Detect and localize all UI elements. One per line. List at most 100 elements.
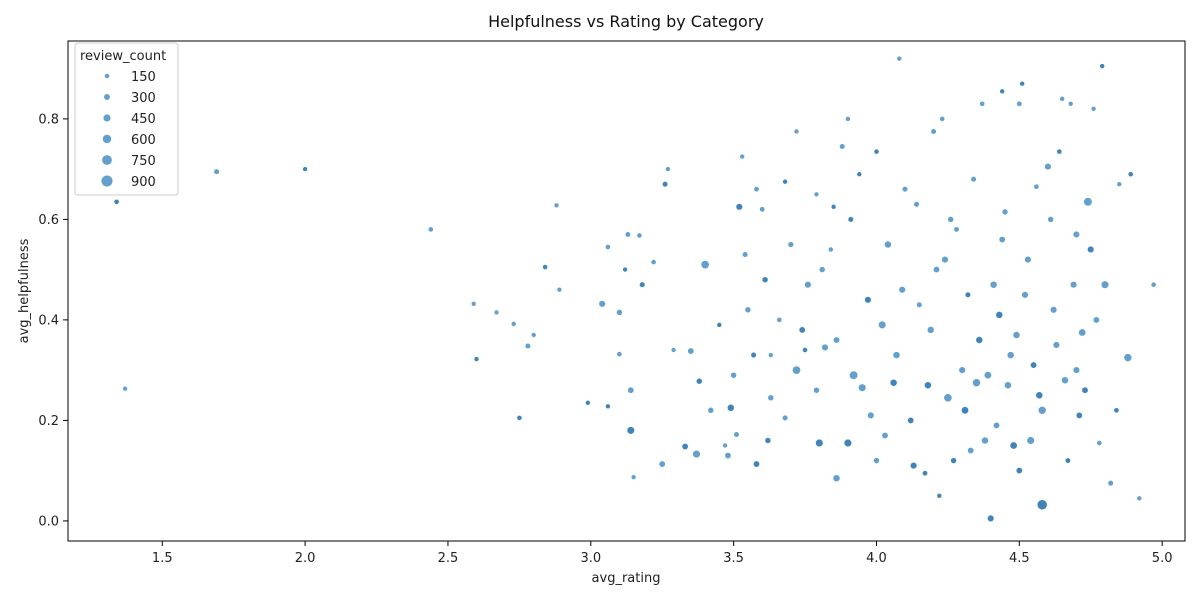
scatter-point	[792, 365, 801, 375]
scatter-point	[735, 203, 743, 211]
scatter-point	[624, 231, 631, 238]
scatter-point	[987, 514, 995, 523]
points-layer	[113, 55, 1157, 523]
scatter-point	[707, 406, 715, 414]
scatter-point	[967, 446, 975, 455]
scatter-point	[764, 437, 772, 444]
scatter-point	[687, 347, 695, 355]
scatter-point	[1075, 411, 1083, 419]
scatter-point	[924, 381, 932, 390]
scatter-point	[930, 128, 937, 135]
scatter-point	[1056, 148, 1063, 155]
legend-label: 450	[131, 112, 156, 127]
scatter-point	[1136, 495, 1143, 502]
x-tick-label: 3.0	[580, 551, 601, 566]
scatter-point	[867, 411, 875, 420]
scatter-point	[1078, 328, 1087, 337]
legend-label: 300	[131, 91, 156, 106]
scatter-point	[670, 347, 677, 353]
scatter-point	[798, 326, 806, 334]
scatter-point	[1064, 457, 1071, 464]
legend: review_count 150 300 450 600 750 900	[74, 42, 179, 196]
x-tick-label: 1.5	[152, 551, 173, 566]
legend-label: 750	[131, 154, 156, 169]
scatter-point	[898, 286, 906, 294]
scatter-point	[616, 309, 623, 316]
scatter-point	[724, 452, 732, 460]
scatter-point	[843, 438, 853, 448]
scatter-point	[781, 414, 789, 422]
legend-marker	[101, 154, 113, 166]
scatter-point	[1100, 280, 1110, 289]
x-tick-label: 4.0	[866, 551, 887, 566]
scatter-point	[884, 240, 892, 249]
scatter-point	[1072, 230, 1081, 239]
scatter-point	[878, 320, 887, 330]
scatter-point	[939, 115, 946, 122]
scatter-point	[759, 206, 766, 213]
scatter-point	[972, 378, 981, 388]
y-tick-label: 0.6	[38, 213, 59, 228]
scatter-point	[695, 377, 703, 385]
scatter-point	[1009, 441, 1018, 450]
scatter-point	[873, 457, 880, 464]
scatter-point	[999, 88, 1006, 95]
scatter-point	[830, 204, 837, 210]
scatter-point	[889, 378, 898, 387]
scatter-point	[926, 326, 935, 334]
scatter-point	[1123, 353, 1133, 362]
x-tick-label: 3.5	[723, 551, 744, 566]
legend-frame	[74, 42, 179, 196]
scatter-point	[892, 351, 901, 359]
scatter-point	[1012, 331, 1021, 339]
scatter-point	[845, 116, 851, 122]
scatter-point	[1052, 341, 1061, 349]
scatter-point	[1067, 100, 1074, 107]
scatter-point	[907, 416, 915, 424]
scatter-point	[849, 370, 859, 380]
x-tick-label: 5.0	[1152, 551, 1173, 566]
plot-frame	[67, 40, 1186, 542]
scatter-point	[793, 128, 800, 135]
scatter-point	[767, 394, 775, 402]
scatter-point	[1107, 480, 1114, 487]
scatter-point	[901, 186, 909, 193]
scatter-point	[213, 168, 220, 175]
y-tick-label: 0.4	[38, 313, 59, 328]
legend-label: 600	[131, 133, 156, 148]
scatter-point	[598, 300, 606, 308]
scatter-point	[1099, 63, 1106, 69]
scatter-point	[981, 436, 989, 445]
scatter-point	[752, 460, 761, 468]
scatter-point	[1127, 171, 1134, 178]
scatter-point	[616, 351, 623, 358]
scatter-point	[473, 356, 480, 362]
scatter-point	[936, 492, 943, 499]
scatter-point	[605, 403, 611, 410]
scatter-point	[753, 186, 760, 193]
scatter-point	[804, 281, 812, 289]
scatter-point	[1035, 391, 1044, 400]
x-tick-label: 4.5	[1009, 551, 1030, 566]
scatter-point	[630, 474, 637, 481]
scatter-point	[1116, 181, 1123, 188]
scatter-point	[983, 371, 992, 380]
scatter-point	[1033, 183, 1040, 190]
scatter-point	[427, 226, 434, 233]
scatter-point	[627, 386, 635, 394]
scatter-point	[470, 300, 477, 307]
scatter-point	[1092, 316, 1100, 324]
scatter-point	[896, 55, 903, 62]
scatter-point	[1096, 440, 1103, 446]
scatter-point	[1150, 281, 1157, 288]
scatter-point	[730, 371, 737, 379]
scatter-point	[913, 201, 920, 208]
x-tick-label: 2.0	[295, 551, 316, 566]
scatter-point	[813, 386, 820, 394]
scatter-point	[839, 143, 846, 150]
scatter-point	[556, 286, 563, 293]
scatter-point	[1024, 255, 1032, 264]
scatter-point	[1047, 216, 1055, 223]
scatter-point	[1001, 208, 1009, 216]
scatter-point	[636, 232, 643, 239]
